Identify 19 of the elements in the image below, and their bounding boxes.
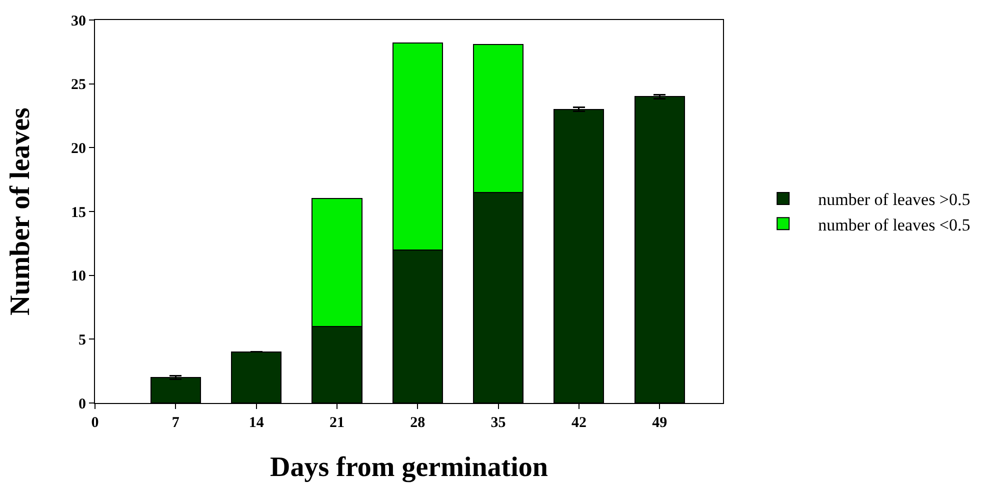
y-tick-label: 15 [71, 204, 86, 221]
x-tick-label: 7 [172, 415, 180, 431]
x-tick-label: 42 [571, 415, 586, 431]
x-tick-label: 35 [490, 415, 506, 431]
y-axis-title: Number of leaves [5, 107, 36, 316]
x-axis-title: Days from germination [270, 452, 548, 483]
y-tick-label: 10 [71, 268, 86, 285]
legend-label: number of leaves >0.5 [818, 190, 970, 210]
y-tick-label: 5 [78, 332, 86, 348]
y-tick-label: 25 [71, 77, 86, 94]
x-tick-label: 14 [248, 415, 264, 431]
x-tick-label: 49 [652, 415, 668, 431]
x-tick-label: 21 [329, 415, 344, 431]
y-tick-label: 30 [71, 13, 86, 30]
x-tick-label: 28 [410, 415, 426, 431]
y-tick-label: 0 [78, 396, 86, 412]
y-tick-label: 20 [71, 140, 86, 157]
x-tick-label: 0 [91, 415, 99, 431]
legend-label: number of leaves <0.5 [818, 215, 970, 234]
